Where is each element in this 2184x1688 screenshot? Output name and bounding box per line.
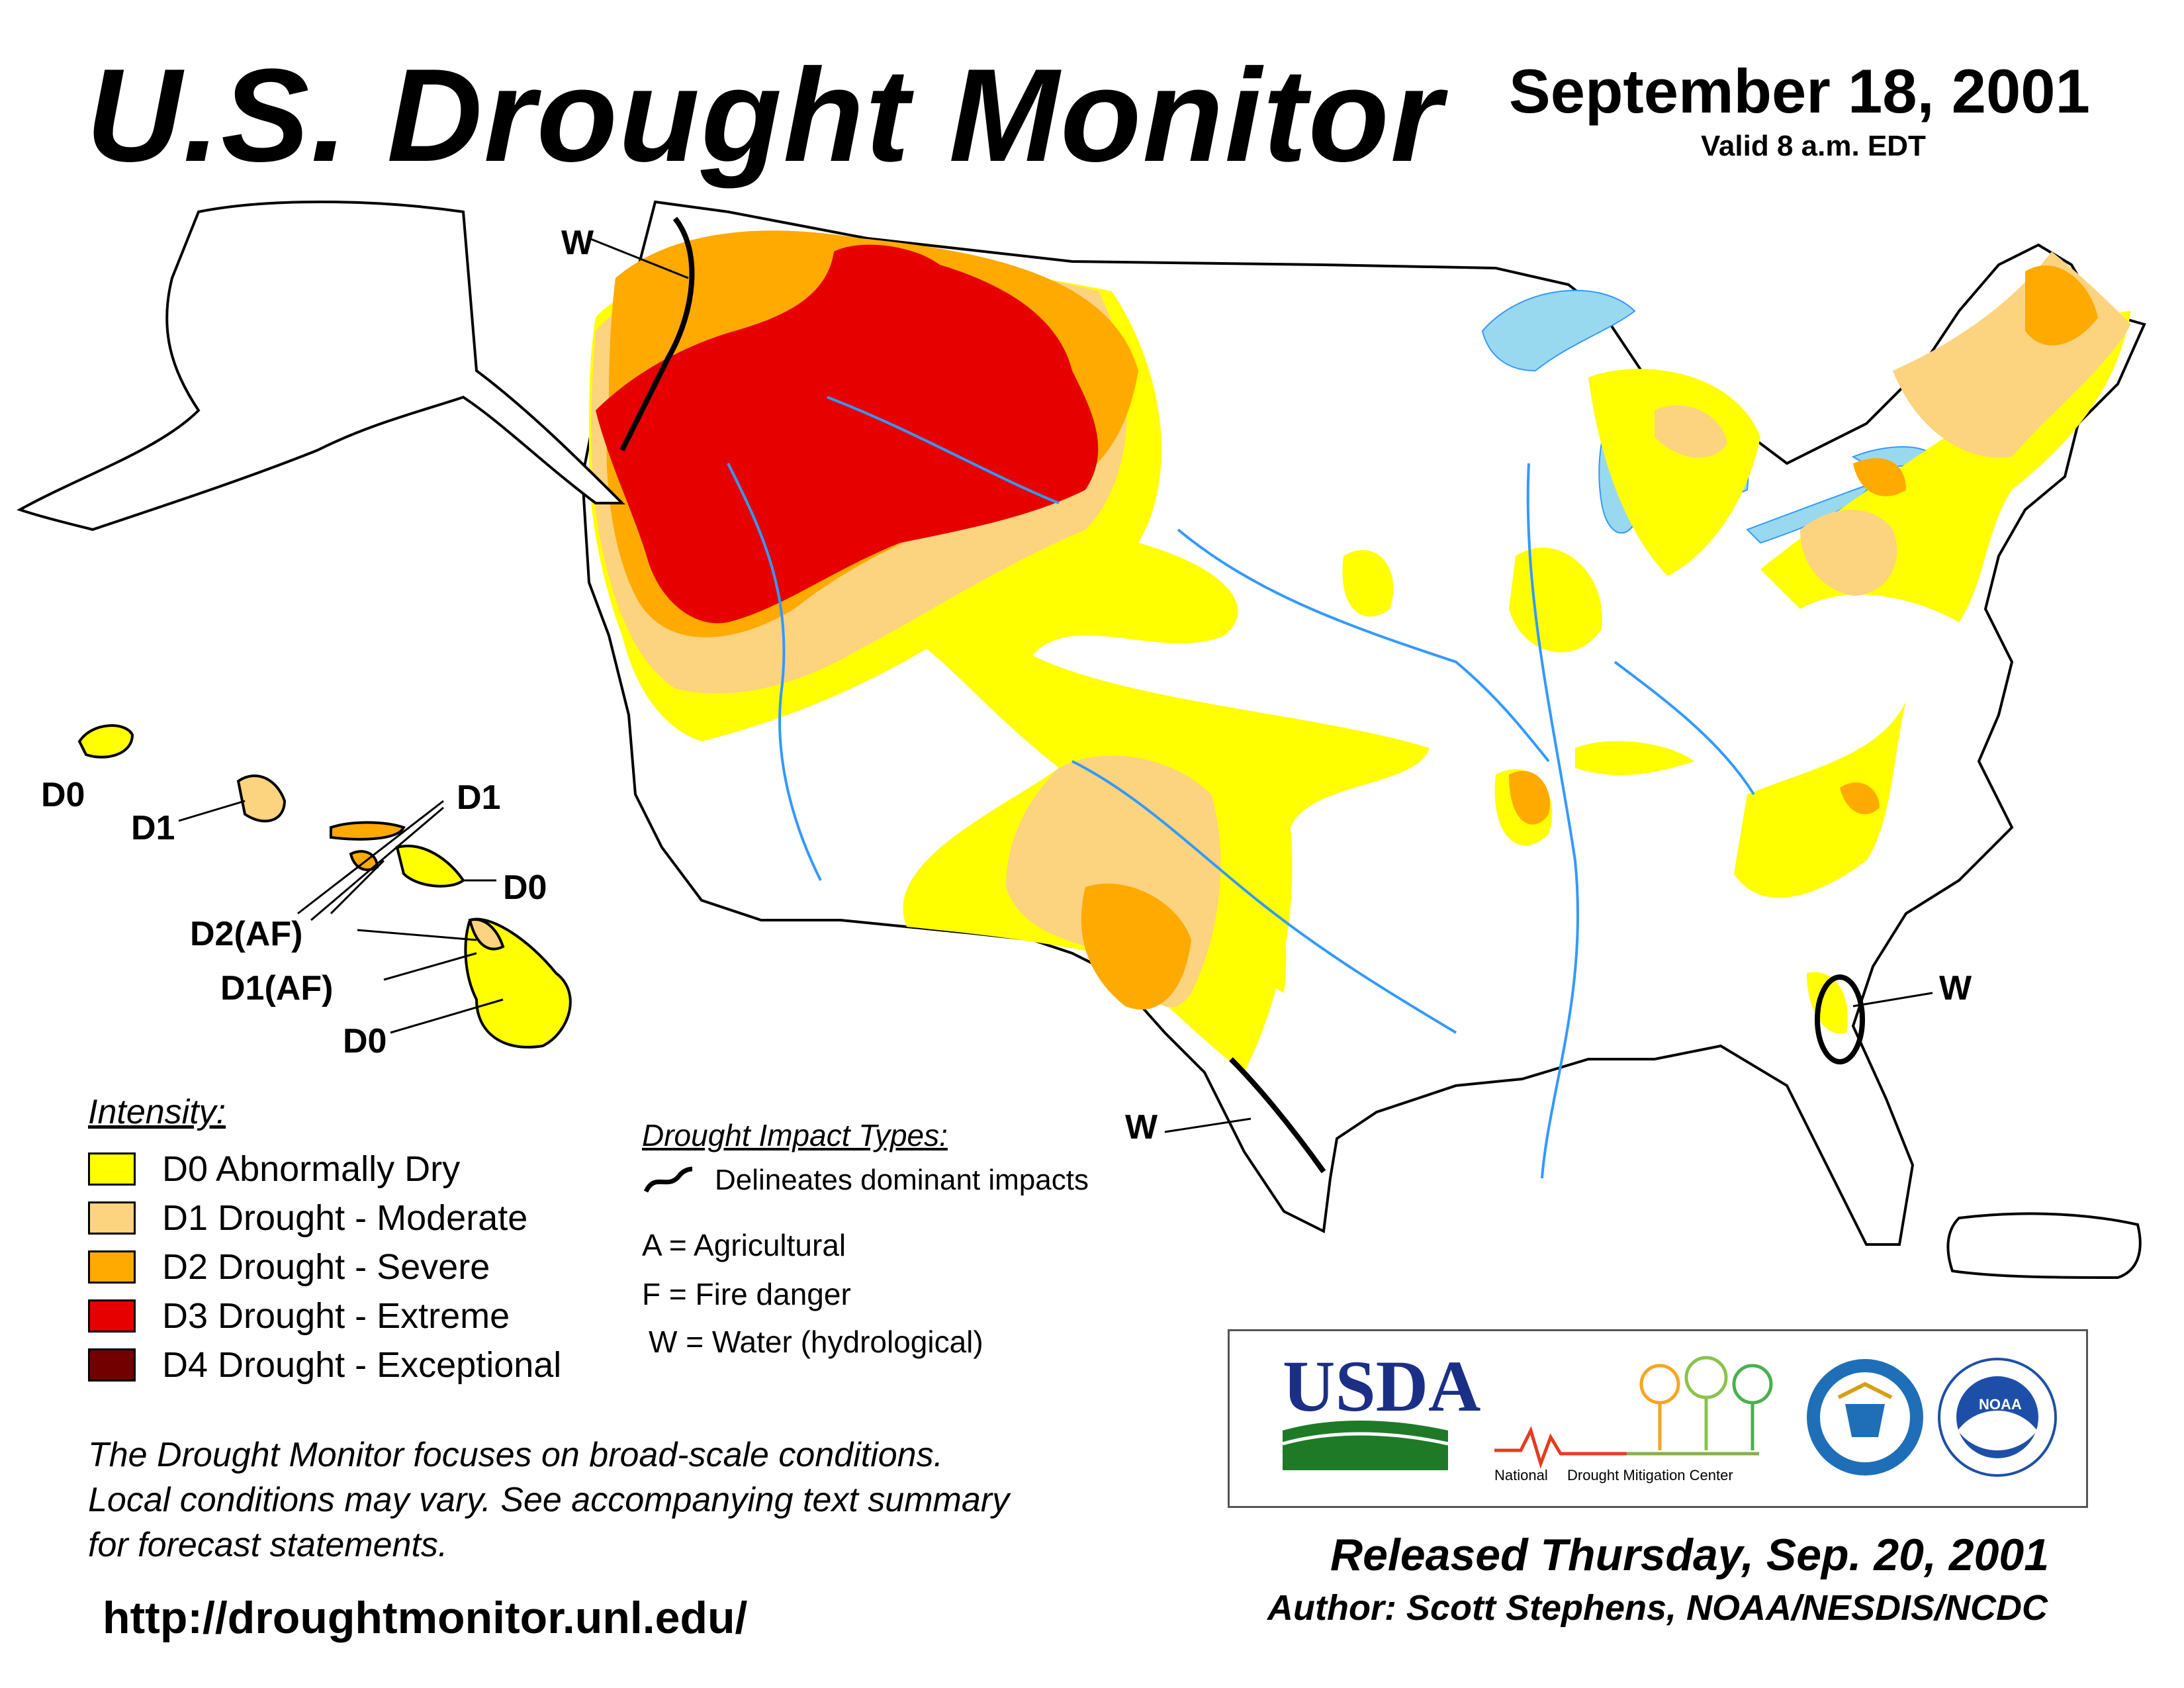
intensity-legend-title: Intensity:: [88, 1093, 226, 1131]
island-oahu: [236, 774, 287, 823]
legend-swatch-d2: [88, 1250, 136, 1284]
ndmc-logo: National Drought Mitigation Center: [1494, 1356, 1773, 1483]
legend-label: D1 Drought - Moderate: [162, 1198, 528, 1238]
rivers: [727, 396, 1755, 1179]
label-w-northwest: W: [561, 224, 594, 262]
legend-label: D3 Drought - Extreme: [162, 1296, 510, 1336]
map-title: U.S. Drought Monitor: [86, 42, 1443, 189]
impact-outline-northwest: [619, 216, 695, 451]
impact-types-title: Drought Impact Types:: [642, 1118, 948, 1152]
legend-swatch-d3: [88, 1299, 136, 1333]
release-date: Released Thursday, Sep. 20, 2001: [1330, 1530, 2050, 1580]
legend-item-d0: D0 Abnormally Dry: [88, 1149, 460, 1189]
note-line-1: The Drought Monitor focuses on broad-sca…: [88, 1436, 944, 1474]
label-hawaii-maui: D0: [503, 868, 547, 907]
doc-seal: [1807, 1359, 1923, 1476]
hawaii-leaders: [178, 237, 1933, 1133]
drought-d3-regions: [596, 244, 1099, 624]
partner-logos: USDA National Drought Mitigation Center: [1228, 1329, 2088, 1508]
impact-outline-texas: [1229, 1057, 1326, 1174]
impact-line-label: Delineates dominant impacts: [715, 1164, 1089, 1196]
label-hawaii-kauai: D0: [41, 776, 85, 814]
logos-svg: USDA National Drought Mitigation Center: [1282, 1346, 2057, 1483]
legend-label: D2 Drought - Severe: [162, 1247, 490, 1287]
label-hawaii-molokai: D1: [457, 778, 500, 817]
island-kauai: [77, 724, 134, 759]
island-big: [464, 917, 572, 1049]
island-molokai: [330, 821, 406, 841]
impact-outline-florida: [1815, 974, 1865, 1064]
svg-text:Drought Mitigation Center: Drought Mitigation Center: [1567, 1467, 1733, 1483]
website-url[interactable]: http://droughtmonitor.unl.edu/: [103, 1593, 748, 1643]
legend-item-d1: D1 Drought - Moderate: [88, 1198, 527, 1238]
legend-swatch-d1: [88, 1201, 136, 1235]
svg-text:USDA: USDA: [1283, 1346, 1481, 1427]
svg-text:NOAA: NOAA: [1979, 1396, 2022, 1413]
impact-code-fire: F = Fire danger: [642, 1277, 851, 1311]
noaa-seal: NOAA: [1938, 1358, 2057, 1477]
legend-item-d2: D2 Drought - Severe: [88, 1247, 490, 1287]
label-hawaii-big-island-nw: D1(AF): [220, 969, 333, 1008]
label-w-texas: W: [1125, 1108, 1158, 1147]
svg-text:National: National: [1494, 1467, 1548, 1483]
impact-line-icon: [643, 1166, 693, 1193]
usda-logo: USDA: [1282, 1346, 1481, 1470]
note-line-2: Local conditions may vary. See accompany…: [88, 1481, 1010, 1519]
impact-code-agricultural: A = Agricultural: [642, 1228, 846, 1262]
legend-swatch-d4: [88, 1348, 136, 1382]
lake-superior: [1481, 289, 1636, 372]
puerto-rico-outline: [1946, 1212, 2142, 1280]
island-maui: [395, 845, 465, 888]
alaska-outline: [17, 201, 625, 532]
label-hawaii-oahu: D1: [131, 809, 175, 847]
impact-code-water: W = Water (hydrological): [649, 1325, 983, 1359]
label-hawaii-big-island: D0: [343, 1022, 387, 1060]
legend-label: D0 Abnormally Dry: [162, 1149, 461, 1189]
author-credit: Author: Scott Stephens, NOAA/NESDIS/NCDC: [1267, 1588, 2048, 1628]
hawaii-islands: [77, 724, 572, 1049]
legend-item-d3: D3 Drought - Extreme: [88, 1296, 510, 1336]
map-date: September 18, 2001: [1509, 56, 2090, 126]
label-w-florida: W: [1939, 969, 1972, 1008]
valid-time: Valid 8 a.m. EDT: [1701, 130, 1926, 162]
legend-label: D4 Drought - Exceptional: [162, 1345, 562, 1385]
note-line-3: for forecast statements.: [88, 1526, 448, 1564]
legend-swatch-d0: [88, 1152, 136, 1186]
label-hawaii-lanai: D2(AF): [190, 915, 302, 953]
legend-item-d4: D4 Drought - Exceptional: [88, 1345, 561, 1385]
